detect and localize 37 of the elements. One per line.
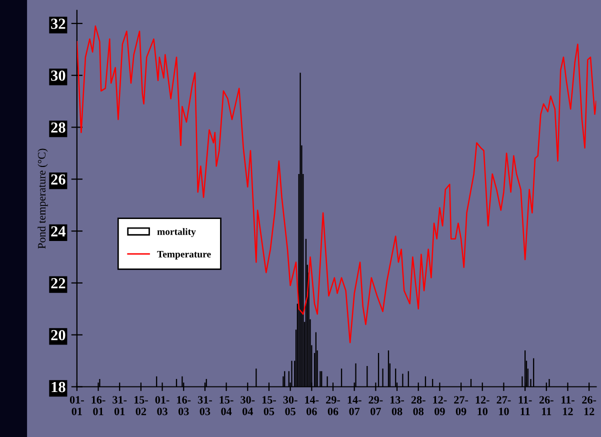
x-tick-label: 16- 03 [177, 396, 191, 416]
x-tick-label: 29- 07 [368, 396, 383, 416]
x-tick-label: 01- 01 [70, 396, 84, 416]
x-tick-label: 14- 07 [348, 396, 362, 416]
y-tick-label: 32 [51, 18, 66, 29]
x-tick-label: 26- 12 [582, 396, 596, 416]
x-tick-label: 27- 10 [496, 396, 511, 416]
y-tick-label: 30 [51, 70, 66, 81]
x-tick-label: 15- 04 [220, 396, 234, 416]
x-tick-label: 31- 03 [198, 396, 212, 416]
x-tick-label: 26- 11 [539, 396, 554, 416]
x-tick-label: 31- 01 [112, 396, 127, 416]
x-tick-label: 30- 05 [283, 396, 298, 416]
x-tick-label: 28- 08 [411, 396, 426, 416]
y-axis-title: Pond temperature (°C) [38, 148, 48, 249]
line-series [76, 25, 596, 344]
x-tick-label: 12- 10 [476, 396, 490, 416]
x-tick-label: 11- 12 [562, 396, 574, 416]
x-tick-label: 13- 08 [390, 396, 404, 416]
x-tick-label: 29- 06 [326, 396, 340, 416]
x-tick-label: 12- 09 [433, 396, 447, 416]
x-tick-label: 16- 01 [92, 396, 106, 416]
x-tick-label: 30- 04 [240, 396, 255, 416]
x-tick-label: 15- 05 [262, 396, 276, 416]
x-tick-label: 01- 03 [155, 396, 170, 416]
x-tick-label: 15- 02 [134, 396, 148, 416]
y-tick-label: 28 [51, 122, 66, 133]
y-tick-label: 24 [51, 226, 66, 236]
x-tick-label: 27- 09 [454, 396, 468, 416]
legend-label: mortality [157, 228, 196, 237]
y-tick-label: 26 [51, 174, 66, 185]
y-tick-label: 18 [52, 382, 66, 392]
x-tick-label: 11- 11 [518, 396, 532, 416]
y-tick-label: 20 [51, 330, 66, 340]
x-tick-label: 14- 06 [305, 396, 319, 416]
legend-label: Temperature [157, 251, 211, 260]
y-tick-label: 22 [51, 278, 66, 288]
